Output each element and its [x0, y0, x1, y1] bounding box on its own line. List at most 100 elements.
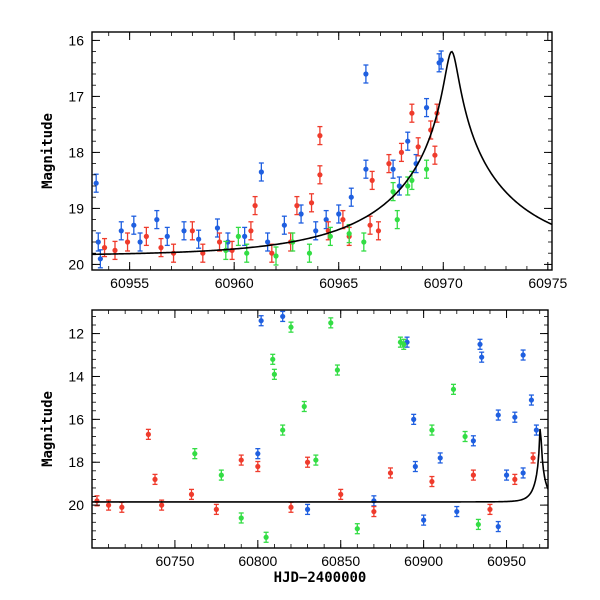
blue-data-point — [214, 225, 221, 231]
red-data-point — [386, 161, 392, 167]
blue-data-point — [97, 256, 103, 262]
y-tick-label: 16 — [68, 411, 84, 427]
blue-data-point — [137, 239, 143, 245]
red-data-point — [369, 177, 375, 183]
green-data-point — [394, 217, 400, 223]
green-data-point — [409, 177, 415, 183]
red-data-point — [158, 245, 164, 251]
red-data-point — [248, 228, 254, 234]
red-data-point — [371, 508, 377, 515]
blue-data-point — [181, 228, 187, 234]
green-data-point — [218, 472, 224, 478]
red-data-point — [288, 504, 294, 510]
blue-data-point — [533, 427, 539, 433]
red-data-point — [119, 504, 125, 510]
red-data-point — [470, 472, 476, 478]
blue-data-point — [437, 455, 443, 461]
red-data-point — [317, 172, 323, 178]
blue-data-point — [423, 105, 430, 111]
blue-data-point — [281, 222, 287, 228]
x-tick-label: 60900 — [404, 553, 443, 569]
blue-data-point — [348, 194, 354, 200]
red-data-point — [294, 203, 300, 209]
blue-data-point — [95, 239, 101, 245]
green-data-point — [280, 427, 286, 433]
bottom-plot-frame — [91, 309, 549, 549]
green-data-point — [301, 403, 307, 410]
blue-data-point — [495, 412, 501, 418]
red-data-point — [105, 502, 112, 508]
blue-data-point — [258, 318, 264, 324]
red-data-point — [189, 228, 195, 234]
green-data-point — [273, 253, 279, 259]
green-data-point — [192, 451, 198, 457]
blue-data-point — [304, 506, 311, 513]
red-data-point — [255, 463, 261, 470]
green-data-point — [361, 239, 367, 245]
green-data-point — [475, 521, 481, 528]
red-data-point — [188, 491, 195, 497]
red-data-point — [375, 228, 382, 234]
red-data-point — [143, 233, 149, 239]
bottom-x-axis-label: HJD−2400000 — [274, 570, 367, 586]
blue-data-point — [520, 352, 526, 358]
blue-data-point — [242, 233, 248, 239]
green-data-point — [235, 233, 241, 239]
blue-data-point — [421, 517, 427, 523]
y-tick-label: 14 — [68, 368, 84, 384]
red-data-point — [159, 502, 165, 508]
red-data-point — [145, 431, 151, 437]
red-data-point — [409, 110, 415, 116]
blue-data-point — [454, 508, 460, 515]
blue-data-point — [313, 228, 319, 234]
green-data-point — [429, 427, 435, 433]
blue-data-point — [528, 397, 535, 403]
blue-data-point — [477, 341, 483, 347]
y-tick-label: 16 — [68, 32, 84, 48]
red-data-point — [152, 476, 158, 482]
blue-data-point — [520, 470, 526, 476]
red-data-point — [487, 506, 493, 513]
red-data-point — [124, 239, 131, 245]
blue-data-point — [298, 211, 304, 217]
blue-data-point — [495, 523, 501, 530]
green-data-point — [354, 526, 360, 532]
red-data-point — [530, 455, 536, 461]
blue-data-point — [255, 451, 261, 457]
x-tick-label: 60750 — [155, 553, 194, 569]
model-curve — [92, 428, 548, 503]
green-data-point — [288, 324, 294, 330]
red-data-point — [269, 250, 275, 256]
red-data-point — [101, 245, 108, 251]
blue-data-point — [131, 222, 137, 228]
green-data-point — [238, 515, 244, 521]
red-data-point — [338, 491, 344, 497]
red-data-point — [512, 476, 518, 482]
top-y-axis-label: Magnitude — [40, 113, 56, 189]
x-tick-label: 60800 — [238, 553, 277, 569]
green-data-point — [327, 233, 333, 239]
y-tick-label: 19 — [68, 200, 84, 216]
blue-data-point — [336, 211, 342, 217]
blue-data-point — [363, 71, 369, 77]
y-tick-label: 17 — [68, 88, 84, 104]
blue-data-point — [280, 313, 286, 320]
red-data-point — [112, 247, 118, 253]
blue-data-point — [512, 414, 518, 420]
green-data-point — [306, 250, 313, 256]
blue-data-point — [438, 57, 444, 63]
y-tick-label: 20 — [68, 256, 84, 272]
green-data-point — [401, 341, 407, 347]
green-data-point — [390, 189, 396, 195]
green-data-point — [313, 457, 319, 463]
green-data-point — [270, 356, 276, 362]
blue-data-point — [390, 166, 396, 172]
blue-data-point — [323, 217, 329, 223]
red-data-point — [252, 203, 258, 209]
top-panel: 60955 60960 60965 60970 60975 16 17 18 19 20 Magn… — [40, 31, 567, 291]
green-data-point — [263, 534, 269, 540]
y-tick-label: 20 — [68, 497, 84, 513]
blue-data-point — [405, 138, 411, 144]
x-tick-label: 60965 — [319, 275, 358, 291]
